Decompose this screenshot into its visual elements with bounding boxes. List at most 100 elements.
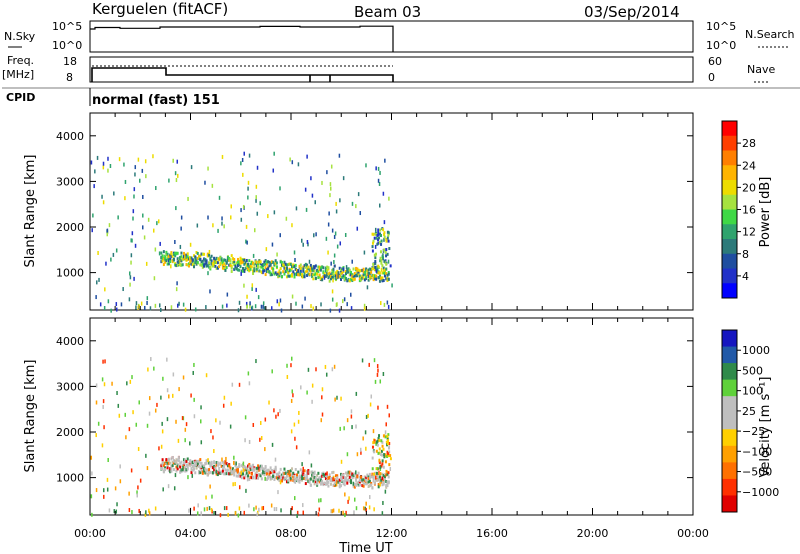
echo-cell — [383, 478, 386, 482]
echo-cell — [250, 472, 253, 476]
scatter-cell — [380, 261, 383, 265]
echo-cell — [312, 476, 315, 480]
echo-cell — [284, 471, 287, 475]
scatter-cell — [372, 429, 375, 434]
echo-cell — [358, 480, 361, 484]
echo-cell — [228, 263, 231, 267]
echo-cell — [317, 275, 320, 279]
echo-cell — [362, 276, 365, 280]
echo-cell — [264, 470, 267, 474]
echo-cell — [233, 263, 236, 267]
echo-cell — [285, 268, 288, 272]
scatter-cell — [252, 422, 255, 427]
near-range-cell — [383, 302, 386, 307]
echo-cell — [274, 476, 277, 480]
scatter-cell — [268, 400, 270, 405]
near-range-cell — [329, 308, 332, 313]
colorbar-swatch — [722, 495, 737, 513]
near-range-cell — [196, 511, 199, 516]
echo-cell — [179, 469, 182, 473]
scatter-cell — [304, 296, 306, 301]
scatter-cell — [355, 506, 358, 511]
echo-cell — [277, 472, 280, 476]
echo-cell — [167, 468, 170, 472]
echo-cell — [322, 271, 325, 275]
scatter-cell — [299, 271, 302, 276]
echo-cell — [239, 259, 242, 263]
echo-cell — [176, 464, 179, 468]
x-tick-label: 04:00 — [175, 527, 207, 540]
echo-cell — [189, 260, 192, 264]
scatter-cell — [94, 169, 96, 174]
scatter-cell — [230, 401, 232, 406]
echo-cell — [165, 258, 168, 262]
echo-cell — [275, 261, 278, 265]
echo-cell — [370, 483, 373, 487]
scatter-cell — [241, 157, 244, 162]
echo-cell — [240, 476, 243, 480]
echo-cell — [360, 478, 363, 482]
echo-cell — [233, 468, 236, 472]
echo-cell — [176, 467, 179, 471]
echo-cell — [297, 269, 300, 273]
scatter-cell — [373, 440, 376, 444]
scatter-cell — [245, 224, 248, 229]
echo-cell — [321, 481, 324, 485]
colorbar-swatch — [722, 379, 737, 397]
scatter-cell — [311, 399, 313, 404]
scatter-cell — [377, 451, 380, 455]
echo-cell — [236, 268, 239, 272]
echo-cell — [209, 267, 212, 271]
scatter-cell — [373, 253, 376, 257]
scatter-cell — [379, 250, 382, 254]
echo-cell — [223, 267, 226, 271]
echo-cell — [363, 480, 366, 484]
near-range-cell — [238, 506, 241, 511]
echo-cell — [244, 261, 247, 265]
scatter-cell — [378, 461, 381, 465]
scatter-cell — [326, 170, 328, 175]
echo-cell — [274, 465, 277, 469]
echo-cell — [180, 259, 183, 263]
scatter-cell — [91, 471, 93, 476]
near-range-cell — [273, 507, 276, 512]
echo-cell — [196, 256, 199, 260]
echo-cell — [199, 263, 202, 267]
echo-cell — [383, 268, 386, 272]
scatter-cell — [377, 166, 380, 171]
echo-cell — [299, 269, 302, 273]
scatter-cell — [384, 489, 387, 494]
echo-cell — [259, 262, 262, 266]
freq-unit-label: [MHz] — [2, 68, 34, 81]
echo-cell — [226, 464, 229, 468]
scatter-cell — [321, 180, 323, 185]
scatter-cell — [136, 490, 138, 495]
scatter-cell — [244, 438, 246, 443]
colorbar-tick-label: 20 — [742, 181, 756, 194]
scatter-cell — [293, 250, 296, 255]
echo-cell — [175, 469, 178, 473]
echo-cell — [211, 471, 214, 475]
near-range-cell — [262, 506, 265, 511]
scatter-cell — [238, 485, 241, 490]
scatter-cell — [240, 470, 242, 475]
scatter-cell — [362, 436, 364, 441]
scatter-cell — [134, 172, 136, 177]
echo-cell — [377, 271, 380, 275]
echo-cell — [172, 468, 175, 472]
scatter-cell — [176, 159, 179, 164]
echo-cell — [257, 469, 260, 473]
colorbar-swatch — [722, 363, 737, 381]
echo-cell — [265, 471, 268, 475]
near-range-cell — [234, 511, 237, 516]
scatter-cell — [353, 497, 356, 502]
echo-cell — [248, 462, 251, 466]
echo-cell — [307, 469, 310, 473]
scatter-cell — [374, 475, 377, 480]
scatter-cell — [351, 201, 354, 206]
echo-cell — [186, 255, 189, 259]
echo-cell — [318, 477, 321, 481]
echo-cell — [378, 276, 381, 280]
scatter-cell — [344, 492, 346, 497]
echo-cell — [327, 276, 330, 280]
